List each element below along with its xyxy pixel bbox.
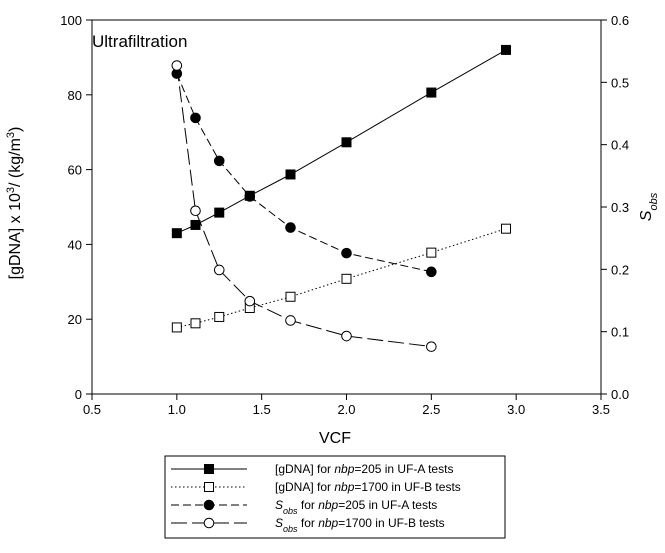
y-left-tick-label: 60 (68, 163, 82, 178)
y-axis-right-label-sub: obs (648, 192, 660, 210)
series-1-point (171, 228, 182, 239)
y-axis-right-label-main: S (638, 210, 655, 221)
y-right-tick-label: 0.5 (611, 75, 629, 90)
y-axis-left-label: [gDNA] x 103/ (kg/m3) (5, 127, 24, 280)
legend-label-part: =1700 in UF-B tests (338, 516, 444, 530)
x-tick-label: 2.0 (337, 402, 355, 417)
series-2-point (190, 318, 201, 329)
series-4 (171, 60, 437, 352)
series-3-point (426, 266, 437, 278)
y-left-tick-label: 40 (68, 237, 82, 252)
series-3-point (190, 112, 201, 124)
y-right-tick-label: 0.6 (611, 13, 629, 28)
series-1-point (341, 137, 352, 148)
series-2-point (426, 247, 437, 258)
series-layer (171, 44, 511, 352)
series-4-point (244, 295, 256, 307)
legend-label-part: obs (283, 506, 298, 516)
legend-marker (204, 464, 214, 474)
series-4-point (426, 341, 437, 352)
legend-label-part: for (298, 498, 319, 512)
legend-label: Sobs for nbp=205 in UF-A tests (275, 498, 437, 516)
chart-title: Ultrafiltration (92, 32, 187, 51)
x-tick-label: 0.5 (83, 402, 101, 417)
series-3-point (213, 155, 225, 167)
legend-entry-4: Sobs for nbp=1700 in UF-B tests (171, 516, 445, 534)
y-right-tick-label: 0.1 (611, 325, 629, 340)
y-left-tick-label: 100 (60, 13, 82, 28)
y-axis-left-label-part: 3 (5, 132, 17, 138)
legend-box (164, 455, 506, 539)
series-2-line (176, 228, 507, 328)
legend-label-part: [gDNA] for (275, 480, 334, 494)
series-1-point (500, 44, 511, 55)
legend-label-part: nbp (318, 516, 338, 530)
series-4-line (176, 65, 432, 348)
x-tick-label: 1.5 (253, 402, 271, 417)
y-axis-left-label-part: / (kg/m (7, 138, 24, 187)
legend-label-part: =205 in UF-A tests (354, 462, 453, 476)
x-tick-label: 3.5 (592, 402, 610, 417)
legend-label-part: nbp (334, 462, 354, 476)
legend-entry-3: Sobs for nbp=205 in UF-A tests (171, 498, 437, 516)
series-3-point (341, 247, 352, 259)
legend-marker (203, 517, 215, 529)
series-2-point (285, 291, 296, 302)
series-1-point (214, 207, 225, 218)
legend: [gDNA] for nbp=205 in UF-A tests[gDNA] f… (164, 455, 506, 539)
series-3-point (285, 222, 296, 233)
x-tick-label: 3.0 (507, 402, 525, 417)
legend-entry-2: [gDNA] for nbp=1700 in UF-B tests (171, 480, 461, 494)
series-4-point (341, 330, 352, 342)
series-2-point (214, 311, 225, 322)
y-right-tick-label: 0.3 (611, 200, 629, 215)
legend-label-part: obs (283, 524, 298, 534)
x-tick-label: 2.5 (422, 402, 440, 417)
legend-label: [gDNA] for nbp=205 in UF-A tests (275, 462, 453, 476)
series-2-point (341, 273, 352, 284)
legend-label-part: S (275, 516, 283, 530)
series-1-point (190, 219, 201, 230)
y-axis-left-label-part: 3 (5, 187, 17, 193)
series-3 (171, 68, 437, 278)
legend-label-part: for (298, 516, 319, 530)
series-1 (171, 44, 511, 239)
legend-entry-1: [gDNA] for nbp=205 in UF-A tests (171, 462, 453, 476)
series-1-line (176, 49, 507, 234)
y-axis-left-label-part: ) (7, 127, 24, 132)
legend-label-part: nbp (318, 498, 338, 512)
legend-label-part: nbp (334, 480, 354, 494)
legend-label-part: [gDNA] for (275, 462, 334, 476)
y-left-tick-label: 20 (68, 312, 82, 327)
legend-label-part: =1700 in UF-B tests (354, 480, 460, 494)
y-right-tick-label: 0.4 (611, 138, 629, 153)
series-1-point (285, 169, 296, 180)
y-axis-right-label: Sobs (638, 192, 660, 221)
series-2-point (171, 322, 182, 333)
y-axis-left-label-part: [gDNA] x 10 (7, 193, 24, 279)
y-left-tick-label: 0 (75, 387, 82, 402)
y-right-tick-label: 0.0 (611, 387, 629, 402)
series-4-point (213, 264, 225, 276)
legend-marker (203, 499, 215, 511)
legend-marker (204, 482, 214, 492)
series-4-point (285, 315, 296, 326)
y-left-tick-label: 80 (68, 88, 82, 103)
axes: 0.5 1.0 1.5 2.0 2.5 3.0 3.5 0 20 40 60 80 100 0.0 0.1 0… (60, 13, 629, 417)
series-1-point (426, 87, 437, 98)
legend-label-part: S (275, 498, 283, 512)
series-4-point (190, 205, 201, 217)
series-2 (171, 223, 511, 333)
legend-label-part: =205 in UF-A tests (338, 498, 437, 512)
series-3-line (176, 73, 432, 273)
x-tick-label: 1.0 (168, 402, 186, 417)
x-axis-label: VCF (319, 430, 351, 447)
legend-label: [gDNA] for nbp=1700 in UF-B tests (275, 480, 461, 494)
series-2-point (500, 223, 511, 234)
legend-label: Sobs for nbp=1700 in UF-B tests (275, 516, 445, 534)
series-4-point (171, 60, 183, 71)
y-right-tick-label: 0.2 (611, 262, 629, 277)
series-3-point (244, 191, 256, 202)
